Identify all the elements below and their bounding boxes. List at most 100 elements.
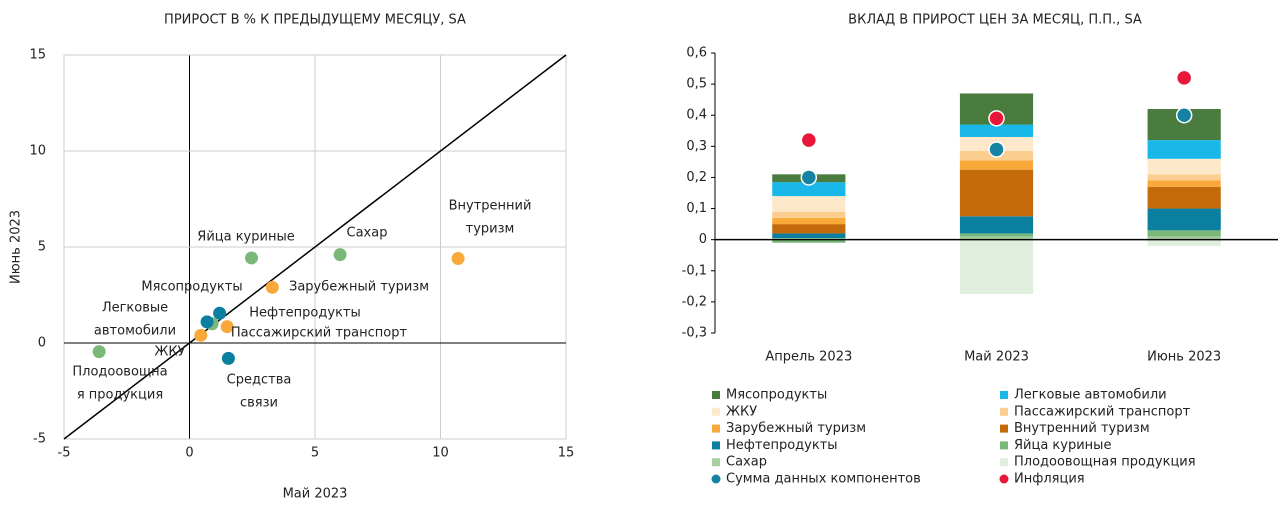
bar-segment — [1147, 230, 1221, 237]
y-tick-label: 0 — [699, 232, 707, 247]
y-tick-label: -5 — [33, 432, 46, 447]
legend-label: Зарубежный туризм — [726, 421, 866, 436]
point-label: Средства связи — [227, 372, 292, 410]
legend-swatch — [712, 441, 720, 450]
y-tick-label: 0,5 — [686, 77, 707, 92]
x-tick-label: 15 — [558, 446, 575, 461]
legend-label: Мясопродукты — [726, 388, 827, 403]
point-label: Зарубежный туризм — [289, 280, 429, 295]
bar-segment — [1147, 180, 1221, 187]
x-tick-label: 0 — [185, 446, 193, 461]
y-tick-label: 0,2 — [686, 170, 707, 185]
point — [194, 328, 208, 342]
legend-swatch — [712, 424, 720, 433]
legend-swatch — [1000, 407, 1008, 416]
point-label: Легковые автомобили — [94, 300, 176, 338]
bar-segment — [959, 239, 1034, 295]
bar-segment — [1147, 239, 1221, 246]
point — [200, 315, 214, 329]
y-tick-label: 0,3 — [686, 139, 707, 154]
chart-title: ВКЛАД В ПРИРОСТ ЦЕН ЗА МЕСЯЦ, П.П., SA — [848, 13, 1142, 28]
x-tick-label: -5 — [58, 446, 71, 461]
y-tick-label: -0,2 — [682, 294, 707, 309]
legend-label: Пассажирский транспорт — [1014, 404, 1191, 419]
x-tick-label: Июнь 2023 — [1147, 350, 1221, 365]
legend-swatch — [711, 474, 721, 484]
legend-swatch — [712, 458, 720, 467]
y-tick-label: 5 — [38, 240, 46, 255]
y-tick-label: 15 — [29, 48, 46, 63]
bar-segment — [959, 233, 1034, 237]
point-label: Яйца куриные — [197, 230, 294, 245]
point — [800, 131, 818, 149]
legend-label: Внутренний туризм — [1014, 421, 1150, 436]
legend-swatch — [1000, 441, 1008, 450]
x-tick-label: Май 2023 — [964, 350, 1029, 365]
bar-segment — [772, 224, 846, 234]
point — [221, 351, 235, 365]
legend-swatch — [1000, 458, 1008, 467]
legend-swatch — [712, 407, 720, 416]
bar-segment — [959, 216, 1034, 234]
y-tick-label: 0,4 — [686, 108, 707, 123]
bar-segment — [959, 160, 1034, 170]
legend-label: Инфляция — [1014, 472, 1085, 487]
legend-label: Сахар — [726, 455, 767, 470]
x-tick-label: Апрель 2023 — [765, 350, 852, 365]
point-label: Плодоовощна я продукция — [72, 364, 167, 402]
bar-segment — [772, 182, 846, 197]
point — [333, 248, 347, 262]
diagonal-line — [63, 54, 567, 440]
point — [451, 252, 465, 266]
point — [92, 345, 106, 359]
bar-segment — [1147, 174, 1221, 181]
point — [1175, 69, 1193, 87]
point — [244, 251, 258, 265]
legend-swatch — [1000, 391, 1008, 399]
y-axis-label: Июнь 2023 — [9, 210, 24, 284]
x-tick-label: 5 — [311, 446, 319, 461]
bar-segment — [959, 124, 1034, 137]
point — [220, 320, 234, 334]
bar-segment — [959, 236, 1034, 240]
bar-segment — [1147, 140, 1221, 159]
y-tick-label: -0,3 — [682, 326, 707, 341]
bar-segment — [772, 238, 846, 240]
legend-label: Сумма данных компонентов — [726, 472, 921, 487]
point — [800, 169, 818, 186]
bar-segment — [959, 169, 1034, 217]
bar-segment — [1147, 158, 1221, 175]
bar-segment — [772, 233, 846, 239]
point — [265, 280, 279, 294]
y-tick-label: 0 — [38, 336, 46, 351]
legend-label: Плодоовощная продукция — [1014, 455, 1196, 470]
bar-segment — [1147, 236, 1221, 240]
point — [988, 110, 1005, 127]
point-label: Внутренний туризм — [449, 198, 532, 236]
y-tick-label: 0,1 — [686, 201, 707, 216]
bar-segment — [772, 196, 846, 212]
chart-title: ПРИРОСТ В % К ПРЕДЫДУЩЕМУ МЕСЯЦУ, SA — [164, 13, 466, 28]
y-tick-label: 10 — [29, 144, 46, 159]
legend-swatch — [712, 391, 720, 399]
point-label: Нефтепродукты — [249, 306, 361, 321]
y-tick-label: -0,1 — [682, 263, 707, 278]
bar-segment — [772, 217, 846, 225]
legend-swatch — [1000, 424, 1008, 433]
point-label: Мясопродукты — [141, 280, 242, 295]
point — [988, 141, 1005, 158]
legend-label: Яйца куриные — [1014, 438, 1111, 453]
point-label: ЖКУ — [154, 345, 185, 360]
legend-label: Нефтепродукты — [726, 438, 838, 453]
legend-label: ЖКУ — [726, 404, 757, 419]
bar-segment — [772, 239, 846, 243]
point — [213, 306, 227, 320]
x-tick-label: 10 — [432, 446, 449, 461]
point — [1175, 106, 1193, 124]
y-tick-label: 0,6 — [686, 46, 707, 61]
x-axis-label: Май 2023 — [283, 487, 348, 502]
bar-segment — [1147, 208, 1221, 231]
legend-swatch — [999, 474, 1009, 484]
point-label: Пассажирский транспорт — [231, 326, 408, 341]
